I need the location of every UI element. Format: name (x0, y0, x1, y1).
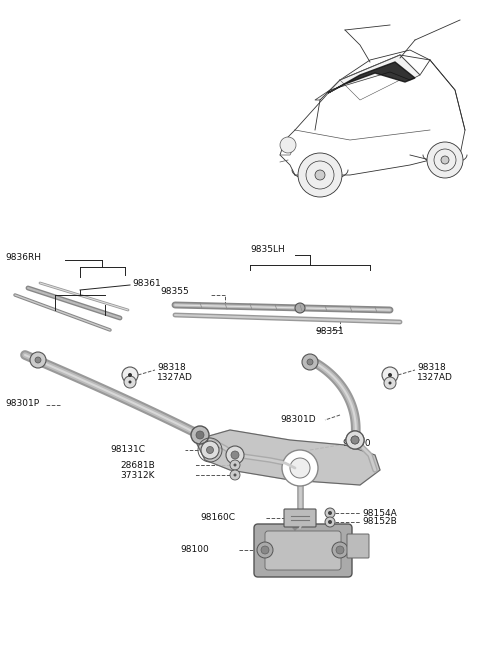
Circle shape (233, 474, 237, 476)
Circle shape (280, 137, 296, 153)
Circle shape (230, 470, 240, 480)
FancyBboxPatch shape (347, 534, 369, 558)
Circle shape (226, 446, 244, 464)
Circle shape (388, 382, 392, 384)
Circle shape (336, 546, 344, 554)
Circle shape (306, 161, 334, 189)
Text: 98200: 98200 (342, 438, 371, 447)
Circle shape (191, 426, 209, 444)
Circle shape (325, 517, 335, 527)
Circle shape (282, 450, 318, 486)
Text: 98152B: 98152B (362, 518, 397, 526)
Circle shape (302, 354, 318, 370)
Text: 98100: 98100 (180, 545, 209, 555)
Polygon shape (195, 430, 380, 485)
Circle shape (290, 458, 310, 478)
Circle shape (332, 542, 348, 558)
FancyBboxPatch shape (265, 531, 341, 570)
Text: 98154A: 98154A (362, 509, 397, 518)
Circle shape (128, 373, 132, 377)
Text: 98301P: 98301P (5, 399, 39, 409)
Text: 1327AD: 1327AD (417, 373, 453, 382)
Text: 28681B: 28681B (120, 461, 155, 470)
Circle shape (351, 436, 359, 444)
Text: 1327AD: 1327AD (157, 373, 193, 382)
Text: 98355: 98355 (160, 288, 189, 296)
FancyBboxPatch shape (284, 509, 316, 527)
Circle shape (201, 441, 219, 459)
Circle shape (351, 436, 359, 444)
Polygon shape (315, 55, 420, 100)
Circle shape (233, 463, 237, 466)
Text: 98318: 98318 (417, 363, 446, 373)
Circle shape (384, 377, 396, 389)
Circle shape (307, 359, 313, 365)
Circle shape (129, 380, 132, 384)
Text: 98318: 98318 (157, 363, 186, 373)
Circle shape (328, 511, 332, 515)
Circle shape (346, 431, 364, 449)
Circle shape (122, 367, 138, 383)
Circle shape (328, 520, 332, 524)
Circle shape (315, 170, 325, 180)
Circle shape (206, 447, 214, 453)
Text: 98131C: 98131C (110, 445, 145, 455)
Circle shape (382, 367, 398, 383)
Text: 98301D: 98301D (280, 415, 316, 424)
Circle shape (325, 508, 335, 518)
Circle shape (441, 156, 449, 164)
Circle shape (257, 542, 273, 558)
Circle shape (346, 431, 364, 449)
Circle shape (196, 431, 204, 439)
Circle shape (261, 546, 269, 554)
Circle shape (230, 460, 240, 470)
Polygon shape (328, 62, 415, 93)
Circle shape (427, 142, 463, 178)
Text: 98351: 98351 (315, 327, 344, 336)
Text: 37312K: 37312K (120, 470, 155, 480)
Circle shape (295, 303, 305, 313)
Text: 9836RH: 9836RH (5, 254, 41, 263)
Text: 98361: 98361 (132, 279, 161, 288)
Circle shape (30, 352, 46, 368)
Circle shape (124, 376, 136, 388)
FancyBboxPatch shape (254, 524, 352, 577)
Circle shape (231, 451, 239, 459)
Circle shape (434, 149, 456, 171)
Circle shape (388, 373, 392, 377)
Text: 9835LH: 9835LH (250, 246, 285, 254)
Circle shape (298, 153, 342, 197)
Circle shape (35, 357, 41, 363)
Text: 98160C: 98160C (200, 514, 235, 522)
